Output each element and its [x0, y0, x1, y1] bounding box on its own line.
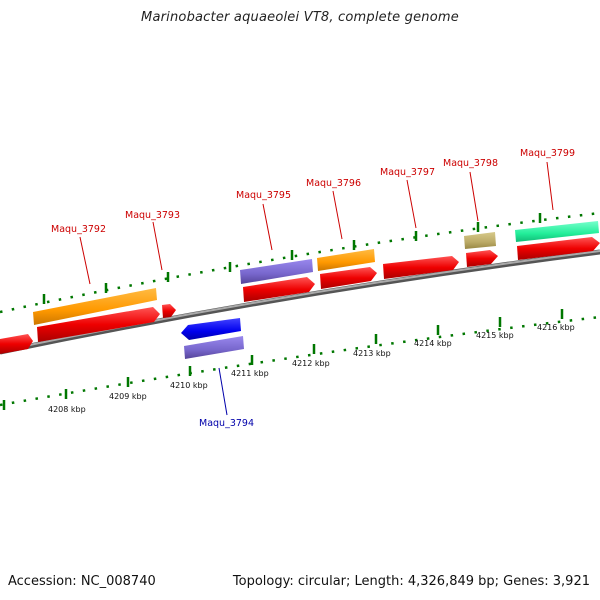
teal-feature-block[interactable] [515, 221, 599, 242]
kbp-label: 4208 kbp [48, 405, 86, 414]
olive-feature-block[interactable] [464, 232, 496, 249]
kbp-label: 4210 kbp [170, 381, 208, 390]
gene-labels: Maqu_3792 Maqu_3793 Maqu_3794 Maqu_3795 … [51, 148, 575, 429]
gene-label[interactable]: Maqu_3792 [51, 224, 106, 235]
gene-leader-lines [79, 161, 554, 416]
gene-label[interactable]: Maqu_3797 [380, 167, 435, 178]
accession-text: Accession: NC_008740 [8, 574, 156, 589]
feature-track-upper [33, 221, 599, 325]
genome-backbone [0, 249, 600, 355]
gene-label[interactable]: Maqu_3798 [443, 158, 498, 169]
cds-arrow[interactable] [517, 237, 600, 260]
cds-arrow[interactable] [320, 267, 377, 289]
gene-label[interactable]: Maqu_3796 [306, 178, 361, 189]
gene-label[interactable]: Maqu_3799 [520, 148, 575, 159]
kbp-label: 4212 kbp [292, 359, 330, 368]
gene-label[interactable]: Maqu_3793 [125, 210, 180, 221]
forward-major-ticks [42, 213, 542, 304]
cds-arrow[interactable] [383, 256, 459, 279]
orange-feature-block[interactable] [317, 249, 375, 271]
cds-arrow-reverse[interactable] [181, 318, 241, 340]
kbp-label: 4211 kbp [231, 369, 269, 378]
kbp-label: 4213 kbp [353, 349, 391, 358]
gene-label[interactable]: Maqu_3794 [199, 418, 254, 429]
reverse-strand-tick-row [0, 315, 600, 407]
cds-arrow[interactable] [243, 277, 315, 302]
purple-feature-block[interactable] [240, 259, 313, 284]
gene-label[interactable]: Maqu_3795 [236, 190, 291, 201]
genome-summary-text: Topology: circular; Length: 4,326,849 bp… [232, 574, 590, 589]
reverse-major-ticks [2, 309, 564, 410]
purple-feature-block-reverse[interactable] [184, 336, 244, 359]
kbp-tick-labels: 4208 kbp 4209 kbp 4210 kbp 4211 kbp 4212… [48, 323, 575, 414]
cds-arrow[interactable] [162, 304, 176, 318]
kbp-label: 4214 kbp [414, 339, 452, 348]
feature-track-reverse [181, 318, 244, 359]
kbp-label: 4215 kbp [476, 331, 514, 340]
cds-arrow[interactable] [466, 250, 498, 267]
kbp-label: 4216 kbp [537, 323, 575, 332]
forward-strand-tick-row [0, 211, 600, 314]
orange-feature-block[interactable] [33, 288, 157, 325]
genome-title: Marinobacter aquaeolei VT8, complete gen… [141, 10, 459, 25]
cds-arrow[interactable] [37, 307, 160, 342]
cds-arrow[interactable] [0, 334, 33, 354]
cds-arrows-forward [0, 237, 600, 354]
kbp-label: 4209 kbp [109, 392, 147, 401]
